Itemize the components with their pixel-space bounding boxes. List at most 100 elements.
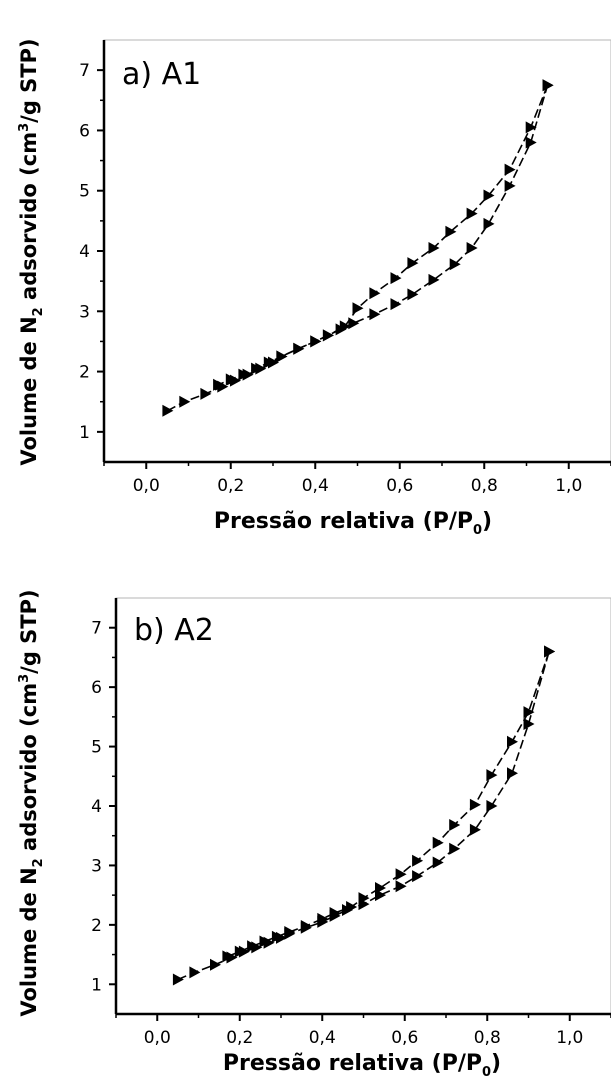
data-point bbox=[395, 868, 407, 881]
data-point bbox=[486, 769, 498, 782]
data-point bbox=[449, 258, 461, 271]
data-point bbox=[395, 880, 407, 893]
data-point bbox=[317, 912, 329, 925]
data-point bbox=[259, 935, 271, 948]
data-point bbox=[222, 950, 234, 963]
y-tick-label: 1 bbox=[91, 975, 102, 995]
data-point bbox=[369, 308, 381, 321]
data-point bbox=[432, 856, 444, 869]
data-point bbox=[428, 242, 440, 254]
x-tick-label: 0,6 bbox=[391, 1028, 418, 1048]
chart-panel-a1: 0,0 0,2 0,4 0,6 0,8 1,0 1 2 3 4 5 6 7 a) A1 Pressão … bbox=[17, 38, 611, 538]
x-tick-label: 1,0 bbox=[556, 1028, 583, 1048]
y-tick-label: 4 bbox=[79, 242, 90, 262]
data-point bbox=[432, 836, 444, 849]
data-point bbox=[225, 373, 237, 386]
x-tick-label: 0,8 bbox=[471, 476, 498, 496]
data-point bbox=[322, 329, 334, 342]
data-point bbox=[358, 892, 370, 905]
data-point bbox=[352, 302, 364, 315]
data-point bbox=[449, 842, 461, 855]
y-tick-label: 2 bbox=[91, 916, 102, 936]
ticks bbox=[109, 626, 611, 1021]
data-point bbox=[310, 335, 322, 348]
data-point bbox=[346, 901, 358, 913]
y-tick-label: 7 bbox=[91, 619, 102, 639]
data-point bbox=[507, 767, 518, 780]
data-point bbox=[271, 930, 283, 943]
data-point bbox=[390, 298, 402, 311]
plot-frame bbox=[115, 597, 611, 1015]
x-tick-label: 0,4 bbox=[302, 476, 329, 496]
data-point bbox=[369, 287, 381, 300]
data-point bbox=[329, 907, 341, 919]
data-point bbox=[234, 945, 246, 958]
series-line bbox=[227, 651, 550, 958]
data-point bbox=[179, 395, 191, 408]
x-tick-label: 0,0 bbox=[144, 1028, 171, 1048]
data-point bbox=[407, 288, 419, 301]
data-point bbox=[449, 819, 461, 831]
data-point bbox=[504, 163, 516, 176]
data-point bbox=[247, 940, 259, 953]
data-point bbox=[339, 320, 351, 333]
data-point bbox=[469, 798, 481, 811]
chart-panel-a2: 0,0 0,2 0,4 0,6 0,8 1,0 1 2 3 4 5 6 7 b) A2 Pressão … bbox=[17, 589, 611, 1080]
data-point bbox=[504, 179, 516, 192]
data-point bbox=[300, 920, 312, 932]
data-point bbox=[483, 189, 495, 202]
y-tick-label: 5 bbox=[79, 182, 90, 202]
data-point bbox=[407, 257, 419, 270]
data-point bbox=[189, 966, 201, 979]
y-tick-label: 4 bbox=[91, 797, 102, 817]
data-point bbox=[210, 958, 221, 971]
data-point bbox=[412, 854, 424, 867]
y-tick-label: 2 bbox=[79, 363, 90, 383]
data-point bbox=[544, 645, 556, 658]
panel-label: a) A1 bbox=[122, 57, 201, 92]
data-point bbox=[390, 272, 402, 285]
x-tick-label: 1,0 bbox=[555, 476, 582, 496]
x-tick-label: 0,2 bbox=[226, 1028, 253, 1048]
data-point bbox=[293, 342, 305, 355]
panel-label: b) A2 bbox=[134, 613, 214, 648]
data-point bbox=[523, 718, 535, 730]
data-point bbox=[445, 225, 457, 238]
x-axis-label: Pressão relativa (P/P0) bbox=[223, 1051, 501, 1080]
data-point bbox=[200, 387, 212, 400]
x-tick-label: 0,2 bbox=[217, 476, 244, 496]
y-tick-label: 3 bbox=[91, 856, 102, 876]
data-point bbox=[523, 706, 535, 719]
data-point bbox=[172, 973, 184, 986]
data-point bbox=[238, 368, 250, 381]
x-axis-label: Pressão relativa (P/P0) bbox=[214, 509, 492, 538]
data-point bbox=[483, 217, 495, 230]
data-point bbox=[507, 735, 518, 748]
x-tick-label: 0,4 bbox=[309, 1028, 336, 1048]
x-tick-label: 0,6 bbox=[386, 476, 413, 496]
tick-labels: 0,0 0,2 0,4 0,6 0,8 1,0 1 2 3 4 5 6 7 bbox=[79, 61, 582, 496]
data-point bbox=[525, 136, 537, 149]
y-tick-label: 3 bbox=[79, 302, 90, 322]
series-line bbox=[167, 84, 549, 412]
data-point bbox=[276, 350, 288, 363]
x-tick-label: 0,0 bbox=[133, 476, 160, 496]
data-point bbox=[469, 823, 481, 836]
data-point bbox=[542, 79, 554, 92]
data-point bbox=[162, 404, 174, 417]
data-point bbox=[486, 800, 498, 812]
ticks bbox=[97, 69, 611, 469]
series-layer bbox=[172, 645, 556, 986]
data-point bbox=[466, 207, 478, 220]
data-point bbox=[251, 362, 263, 375]
data-point bbox=[284, 926, 296, 938]
data-point bbox=[213, 378, 225, 391]
y-axis-label: Volume de N2 adsorvido (cm3/g STP) bbox=[17, 589, 46, 1016]
data-point bbox=[525, 121, 537, 134]
y-tick-label: 1 bbox=[79, 423, 90, 443]
y-tick-label: 5 bbox=[91, 738, 102, 758]
series-layer bbox=[162, 79, 554, 417]
data-point bbox=[263, 356, 275, 369]
x-tick-label: 0,8 bbox=[474, 1028, 501, 1048]
